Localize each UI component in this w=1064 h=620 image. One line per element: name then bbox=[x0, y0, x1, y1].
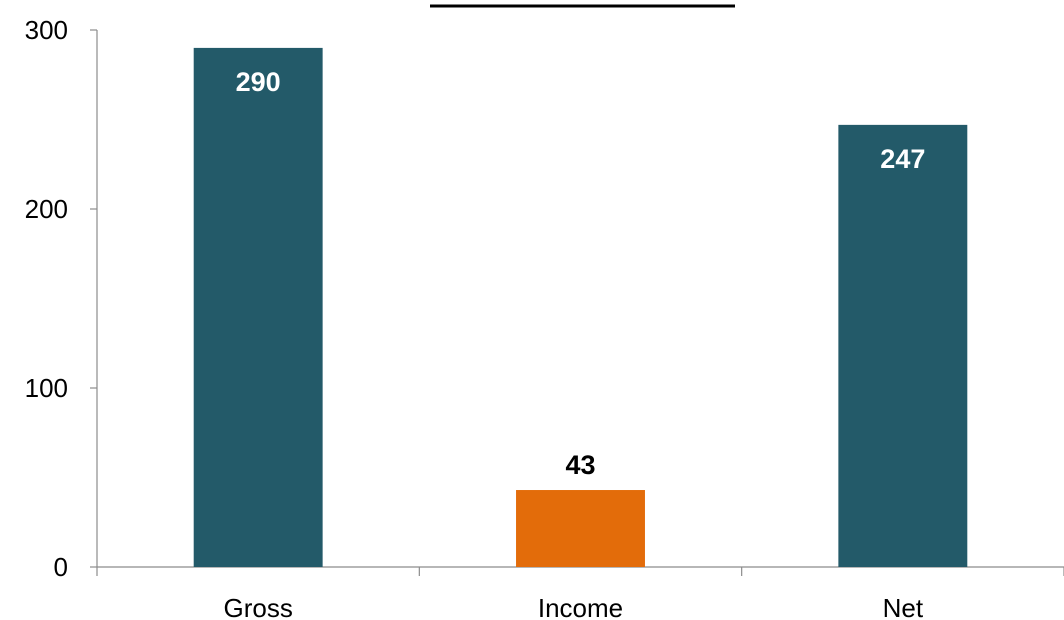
y-axis: 0 100 200 300 bbox=[25, 15, 98, 582]
x-tick-label: Net bbox=[883, 593, 924, 620]
x-tick-label: Income bbox=[538, 593, 623, 620]
x-tick-label: Gross bbox=[223, 593, 292, 620]
x-axis: Gross Income Net bbox=[96, 566, 1064, 620]
data-label-income: 43 bbox=[565, 450, 595, 480]
y-tick-label: 200 bbox=[25, 194, 68, 224]
bar-gross bbox=[193, 47, 323, 567]
data-label-net: 247 bbox=[880, 144, 925, 174]
data-labels: 290 43 247 bbox=[236, 67, 926, 480]
bars bbox=[193, 47, 968, 568]
y-tick-label: 0 bbox=[54, 552, 68, 582]
data-label-gross: 290 bbox=[236, 67, 281, 97]
y-tick-label: 300 bbox=[25, 15, 68, 45]
bar-income bbox=[516, 490, 645, 567]
bar-net bbox=[838, 124, 968, 568]
y-tick-label: 100 bbox=[25, 373, 68, 403]
